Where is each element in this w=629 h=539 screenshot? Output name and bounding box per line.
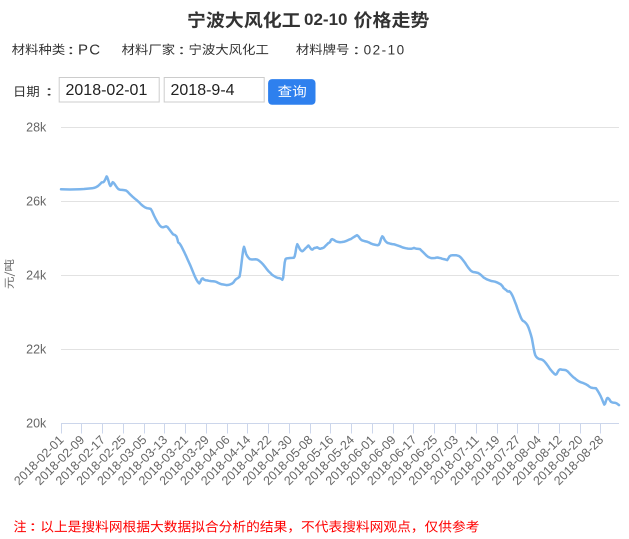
svg-text:02-10: 02-10 — [364, 42, 406, 57]
svg-text:2018-02-01: 2018-02-01 — [66, 82, 148, 99]
svg-text:22k: 22k — [26, 343, 47, 357]
svg-text:20k: 20k — [26, 417, 47, 431]
svg-text:PC: PC — [78, 41, 101, 58]
svg-text:28k: 28k — [26, 121, 47, 135]
svg-text:02-10: 02-10 — [304, 10, 347, 29]
svg-text:26k: 26k — [26, 195, 47, 209]
svg-text:24k: 24k — [26, 269, 47, 283]
svg-text:2018-9-4: 2018-9-4 — [171, 82, 235, 99]
